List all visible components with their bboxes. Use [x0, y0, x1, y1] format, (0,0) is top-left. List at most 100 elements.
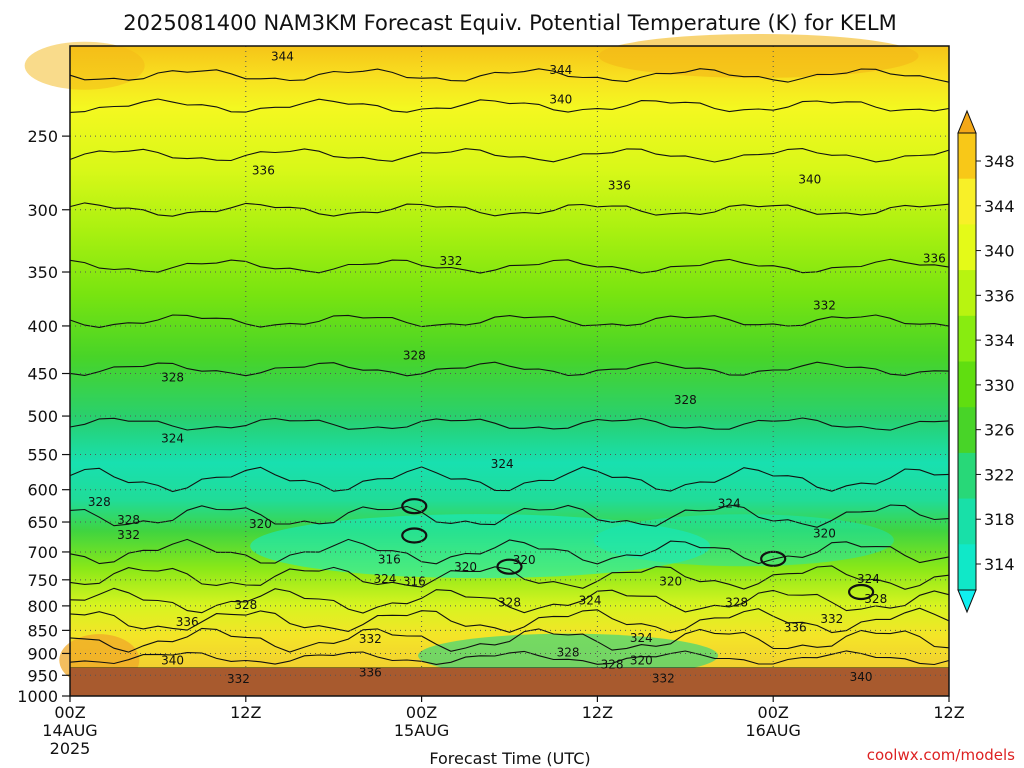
contour-label: 320	[630, 654, 653, 668]
colorbar-tick-label: 318	[984, 510, 1015, 529]
contour-label: 328	[601, 658, 624, 672]
y-tick-label: 900	[27, 644, 58, 663]
contour-label: 332	[117, 528, 140, 542]
contour-closed	[401, 498, 428, 515]
ground-layer	[70, 668, 949, 696]
contour-line	[69, 202, 950, 217]
contour-line	[69, 538, 950, 565]
x-tick-label: 12Z	[582, 703, 613, 722]
chart-title: 2025081400 NAM3KM Forecast Equiv. Potent…	[123, 11, 896, 35]
contour-label: 332	[439, 254, 462, 268]
colorbar-frame	[957, 132, 977, 591]
colorbar-segment	[958, 315, 976, 362]
contour-label: 324	[718, 496, 741, 510]
contour-label: 332	[652, 672, 675, 686]
colorbar-tick-label: 330	[984, 376, 1015, 395]
cool-pocket	[593, 514, 894, 567]
contour-label: 332	[813, 299, 836, 313]
colorbar-tick-label: 348	[984, 152, 1015, 171]
contour-line	[69, 607, 950, 634]
contour-label: 328	[864, 592, 887, 606]
contour-label: 340	[850, 670, 873, 684]
contour-label: 336	[608, 178, 631, 192]
colorbar-extend-high	[957, 109, 977, 134]
contour-label: 336	[176, 615, 199, 629]
contour-label: 320	[659, 574, 682, 588]
contour-closed	[401, 527, 428, 544]
x-tick-label: 12Z	[230, 703, 261, 722]
contour-label: 320	[249, 517, 272, 531]
y-tick-label: 950	[27, 666, 58, 685]
y-tick-label: 600	[27, 481, 58, 500]
contour-label: 328	[557, 646, 580, 660]
x-tick-date: 16AUG	[745, 721, 800, 740]
colorbar-tick-label: 314	[984, 555, 1015, 574]
contour-line	[69, 466, 950, 493]
contour-label: 332	[820, 612, 843, 626]
colorbar-extend-low	[957, 589, 977, 614]
credit-link[interactable]: coolwx.com/models	[867, 746, 1015, 764]
colorbar-tick-label: 344	[984, 197, 1015, 216]
x-tick-date: 14AUG	[42, 721, 97, 740]
contour-label: 336	[359, 665, 382, 679]
contour-label: 328	[498, 595, 521, 609]
contour-line	[69, 627, 950, 653]
x-tick-label: 12Z	[933, 703, 964, 722]
colorbar-segment	[958, 498, 976, 545]
y-tick-label: 650	[27, 513, 58, 532]
colorbar-segment	[958, 407, 976, 454]
contour-line	[69, 361, 950, 377]
contour-label: 328	[117, 513, 140, 527]
y-tick-label: 250	[27, 127, 58, 146]
y-tick-label: 400	[27, 317, 58, 336]
colorbar: 348 344 340 336 334 330 326 322 318 314	[957, 109, 1015, 614]
y-tick-label: 1000	[17, 687, 58, 706]
contour-label: 324	[579, 593, 602, 607]
contour-line	[69, 258, 950, 274]
y-tick-label: 850	[27, 621, 58, 640]
contour-label: 328	[88, 495, 111, 509]
contour-label: 336	[784, 621, 807, 635]
plot-area: 3443443403363403363363323323283283283243…	[24, 33, 950, 697]
contour-label: 328	[161, 371, 184, 385]
y-tick-label: 550	[27, 446, 58, 465]
contour-label: 340	[798, 172, 821, 186]
colorbar-segment	[958, 133, 976, 180]
colorbar-tick-label: 322	[984, 465, 1015, 484]
contour-label: 344	[271, 49, 294, 63]
contour-labels: 3443443403363403363363323323283283283243…	[88, 49, 946, 686]
colorbar-tick-label: 326	[984, 421, 1015, 440]
contour-line	[69, 587, 950, 614]
contour-line	[69, 314, 950, 328]
x-axis-label: Forecast Time (UTC)	[429, 749, 590, 768]
contour-label: 324	[161, 432, 184, 446]
y-tick-label: 700	[27, 543, 58, 562]
contour-line	[69, 504, 950, 528]
contour-line	[69, 417, 950, 431]
x-tick-date: 15AUG	[394, 721, 449, 740]
contour-closed	[847, 583, 875, 601]
warm-cell	[24, 41, 145, 90]
x-tick-label: 00Z	[54, 703, 85, 722]
plot-frame	[69, 45, 950, 697]
y-tick-label: 800	[27, 597, 58, 616]
contour-label: 328	[403, 349, 426, 363]
x-tick-label: 00Z	[406, 703, 437, 722]
colorbar-tick-label: 340	[984, 242, 1015, 261]
contour-label: 328	[725, 595, 748, 609]
x-tick-label: 00Z	[758, 703, 789, 722]
contour-label: 316	[378, 552, 401, 566]
colorbar-segment	[958, 270, 976, 317]
contour-label: 336	[252, 164, 275, 178]
contour-line	[69, 148, 950, 163]
y-tick-label: 350	[27, 263, 58, 282]
contour-closed	[496, 558, 523, 575]
contour-label: 320	[454, 560, 477, 574]
contour-label: 328	[674, 393, 697, 407]
colorbar-segment	[958, 224, 976, 271]
cool-pocket	[250, 514, 711, 579]
contour-label: 320	[513, 553, 536, 567]
colorbar-segment	[958, 178, 976, 225]
y-tick-label: 300	[27, 201, 58, 220]
